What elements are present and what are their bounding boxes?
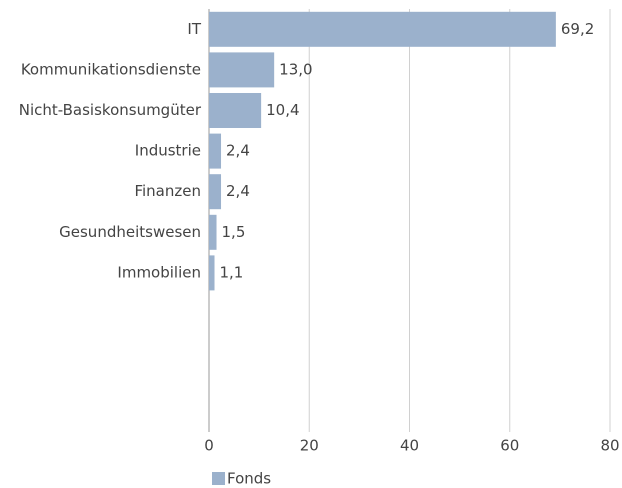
x-tick-label: 40 — [400, 437, 419, 455]
x-tick-label: 80 — [600, 437, 619, 455]
y-tick-label: Nicht-Basiskonsumgüter — [19, 101, 202, 119]
value-label: 13,0 — [279, 60, 312, 78]
bar — [209, 133, 222, 169]
y-tick-label: Kommunikationsdienste — [21, 60, 201, 78]
bar — [209, 52, 275, 88]
value-label: 2,4 — [226, 182, 250, 200]
value-label: 69,2 — [561, 20, 594, 38]
x-tick-label: 20 — [300, 437, 319, 455]
value-label: 1,1 — [220, 263, 244, 281]
legend-label: Fonds — [227, 470, 271, 488]
y-tick-label: Immobilien — [117, 263, 201, 281]
bar — [209, 214, 217, 250]
bar — [209, 93, 262, 128]
y-tick-label: IT — [187, 20, 201, 38]
y-tick-label: Gesundheitswesen — [59, 223, 201, 241]
value-label: 1,5 — [222, 223, 246, 241]
y-tick-label: Industrie — [135, 142, 201, 160]
x-tick-label: 0 — [204, 437, 214, 455]
legend-swatch — [212, 472, 225, 485]
bar — [209, 174, 222, 210]
x-tick-label: 60 — [500, 437, 519, 455]
y-tick-label: Finanzen — [134, 182, 201, 200]
value-label: 2,4 — [226, 142, 250, 160]
bar — [209, 255, 215, 291]
bar — [209, 11, 556, 47]
value-label: 10,4 — [266, 101, 299, 119]
